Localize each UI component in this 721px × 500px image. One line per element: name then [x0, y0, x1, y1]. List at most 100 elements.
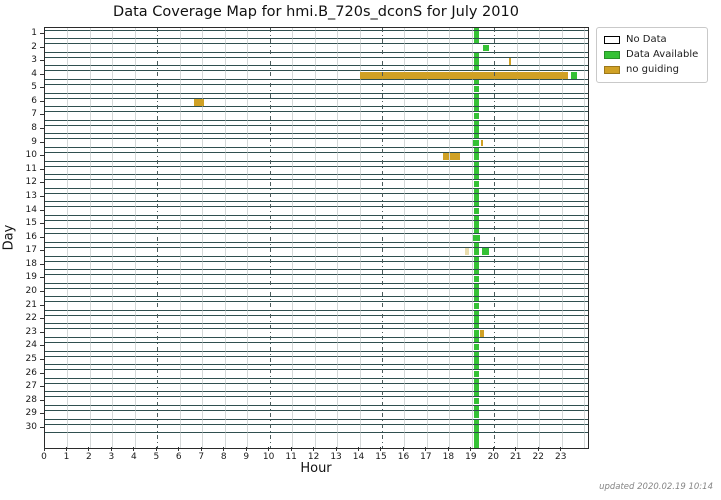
- x-tick-mark: [335, 447, 337, 451]
- major-gridline: [157, 28, 159, 448]
- day-row-bar: [45, 233, 588, 243]
- day-row-bar: [45, 287, 588, 298]
- y-tick-mark: [40, 100, 44, 102]
- x-tick-label: 18: [442, 452, 455, 462]
- segment-data: [474, 153, 480, 160]
- segment-pale: [465, 248, 470, 256]
- day-row-bar: [45, 355, 588, 366]
- y-tick-mark: [40, 277, 44, 279]
- segment-data: [474, 370, 480, 378]
- y-tick-label: 8: [31, 123, 37, 134]
- segment-data: [472, 139, 480, 147]
- y-tick-label: 2: [31, 41, 37, 52]
- minor-gridline: [292, 28, 294, 448]
- y-tick-label: 30: [25, 421, 37, 432]
- segment-data: [474, 262, 480, 269]
- x-tick-label: 13: [330, 452, 342, 462]
- x-tick-mark: [470, 447, 472, 451]
- y-tick-label: 1: [31, 28, 37, 38]
- legend-label: Data Available: [626, 49, 699, 60]
- day-row-bar: [45, 396, 588, 406]
- x-tick-mark: [155, 447, 157, 451]
- segment-data: [474, 411, 480, 419]
- day-row-bar: [45, 423, 588, 434]
- y-tick-label: 24: [25, 340, 37, 351]
- y-tick-label: 9: [31, 136, 37, 147]
- y-tick-mark: [40, 304, 44, 306]
- segment-noguiding: [480, 139, 484, 147]
- segment-data: [474, 112, 480, 120]
- segment-data: [474, 329, 480, 337]
- y-tick-mark: [40, 331, 44, 333]
- x-tick-mark: [43, 447, 45, 451]
- legend: No Data Data Available no guiding: [596, 27, 709, 83]
- minor-gridline: [112, 28, 114, 448]
- y-tick-label: 23: [25, 326, 37, 337]
- y-tick-label: 11: [25, 163, 37, 174]
- x-tick-label: 9: [243, 452, 250, 462]
- segment-noguiding: [450, 153, 461, 160]
- segment-noguiding: [480, 329, 484, 337]
- segment-noguiding: [508, 58, 512, 65]
- minor-gridline: [179, 28, 181, 448]
- updated-timestamp: updated 2020.02.19 10:14: [599, 482, 713, 492]
- day-row-bar: [45, 409, 588, 420]
- y-tick-mark: [40, 182, 44, 184]
- y-tick-label: 22: [25, 313, 37, 324]
- y-tick-mark: [40, 87, 44, 89]
- segment-data: [474, 58, 480, 65]
- day-row-bar: [45, 274, 588, 284]
- x-tick-mark: [178, 447, 180, 451]
- y-tick-label: 14: [25, 204, 37, 215]
- x-tick-mark: [358, 447, 360, 451]
- legend-label: No Data: [626, 34, 667, 45]
- minor-gridline: [337, 28, 339, 448]
- y-tick-mark: [40, 209, 44, 211]
- data-available-swatch-icon: [604, 50, 620, 59]
- x-tick-label: 14: [352, 452, 365, 462]
- y-tick-label: 6: [31, 95, 37, 106]
- x-tick-label: 20: [487, 452, 500, 462]
- x-tick-mark: [515, 447, 517, 451]
- major-gridline: [269, 28, 271, 448]
- x-tick-label: 5: [153, 452, 160, 462]
- y-tick-mark: [40, 60, 44, 62]
- y-tick-mark: [40, 372, 44, 374]
- y-tick-label: 7: [31, 109, 37, 120]
- y-tick-mark: [40, 426, 44, 428]
- segment-data: [474, 384, 480, 391]
- y-tick-mark: [40, 399, 44, 401]
- y-tick-label: 15: [25, 218, 37, 229]
- segment-data: [474, 221, 480, 228]
- y-tick-label: 5: [31, 82, 37, 93]
- x-tick-mark: [88, 447, 90, 451]
- x-tick-label: 22: [532, 452, 544, 462]
- x-tick-label: 11: [285, 452, 297, 462]
- segment-data: [474, 207, 480, 215]
- x-tick-mark: [223, 447, 225, 451]
- segment-data: [474, 289, 480, 296]
- x-tick-label: 0: [41, 452, 47, 462]
- x-tick-label: 21: [510, 452, 522, 462]
- minor-gridline: [359, 28, 361, 448]
- x-tick-mark: [245, 447, 247, 451]
- minor-gridline: [561, 28, 563, 448]
- x-tick-mark: [133, 447, 135, 451]
- x-tick-mark: [425, 447, 427, 451]
- x-tick-mark: [110, 447, 112, 451]
- y-tick-mark: [40, 263, 44, 265]
- segment-data: [482, 44, 490, 52]
- segment-data: [474, 302, 480, 310]
- day-row-bar: [45, 84, 588, 94]
- minor-gridline: [539, 28, 541, 448]
- no-data-swatch-icon: [604, 35, 620, 44]
- minor-gridline: [224, 28, 226, 448]
- x-tick-label: 12: [307, 452, 320, 462]
- segment-data: [474, 99, 480, 106]
- y-tick-label: 12: [25, 177, 37, 188]
- day-row-bar: [45, 165, 588, 176]
- minor-gridline: [516, 28, 518, 448]
- y-tick-label: 13: [25, 190, 37, 201]
- segment-noguiding: [194, 99, 205, 106]
